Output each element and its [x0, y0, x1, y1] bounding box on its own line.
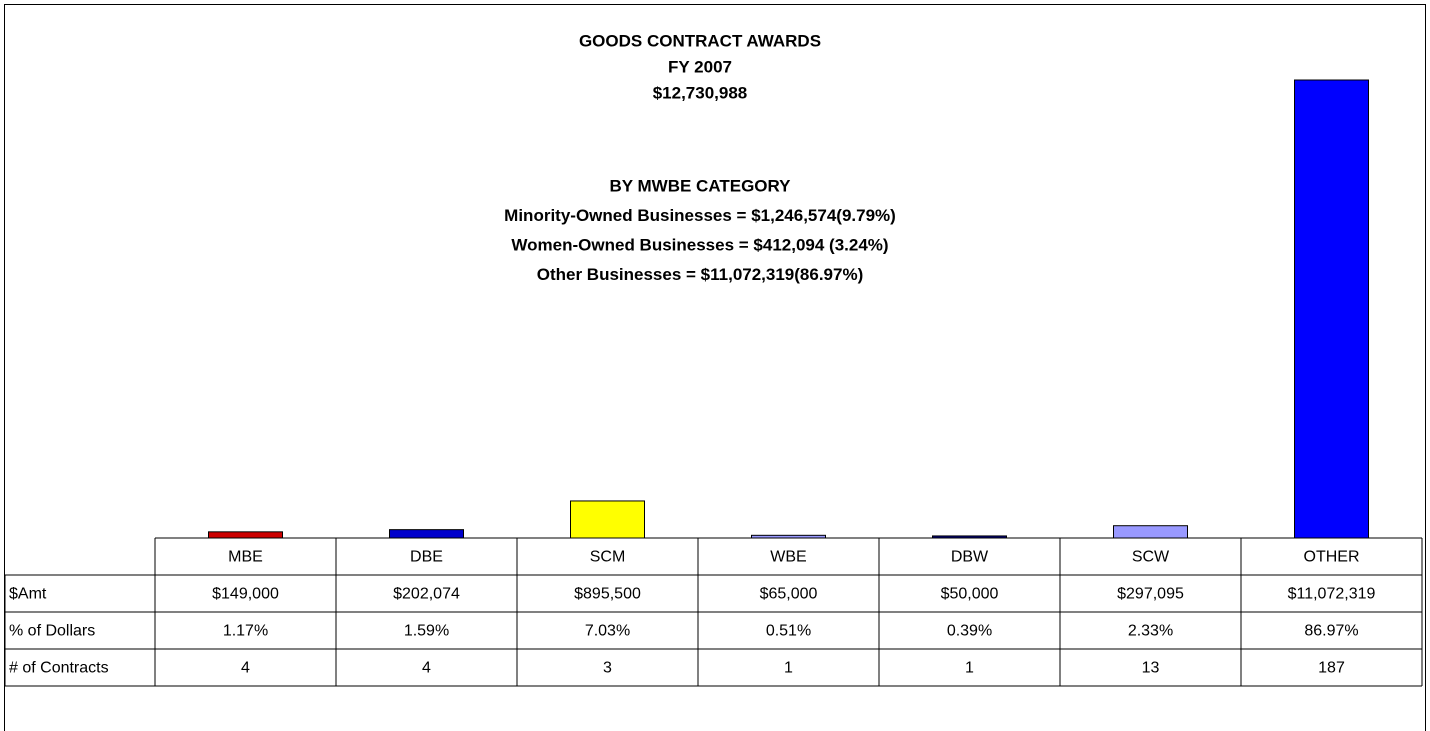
table-cell: $202,074: [393, 586, 460, 603]
table-cell: 1.59%: [404, 623, 449, 640]
table-cell: 0.51%: [766, 623, 811, 640]
row-label: $Amt: [9, 586, 47, 603]
table-cell: 1: [965, 660, 974, 677]
table-cell: 4: [422, 660, 431, 677]
table-cell: $50,000: [941, 586, 999, 603]
chart-title: FY 2007: [668, 57, 732, 76]
table-cell: 1: [784, 660, 793, 677]
category-label: DBE: [410, 549, 443, 566]
category-label: SCW: [1132, 549, 1170, 566]
row-label: # of Contracts: [9, 660, 109, 677]
category-label: MBE: [228, 549, 263, 566]
table-cell: $895,500: [574, 586, 641, 603]
table-cell: $11,072,319: [1288, 586, 1376, 603]
category-label: WBE: [770, 549, 806, 566]
table-cell: 0.39%: [947, 623, 992, 640]
chart-subtitle: Women-Owned Businesses = $412,094 (3.24%…: [511, 235, 888, 254]
table-cell: 4: [241, 660, 250, 677]
bar: [1294, 79, 1369, 539]
table-cell: $65,000: [760, 586, 818, 603]
bar: [389, 529, 464, 539]
table-cell: $297,095: [1117, 586, 1184, 603]
table-cell: $149,000: [212, 586, 279, 603]
table-cell: 7.03%: [585, 623, 630, 640]
chart-subtitle: BY MWBE CATEGORY: [609, 176, 791, 195]
bar: [570, 500, 645, 539]
chart-subtitle: Minority-Owned Businesses = $1,246,574(9…: [504, 206, 896, 225]
chart-title: GOODS CONTRACT AWARDS: [579, 31, 821, 50]
table-cell: 86.97%: [1304, 623, 1358, 640]
bar: [1113, 525, 1188, 539]
table-cell: 3: [603, 660, 612, 677]
chart-title: $12,730,988: [653, 83, 748, 102]
table-cell: 187: [1318, 660, 1345, 677]
table-cell: 1.17%: [223, 623, 268, 640]
table-cell: 2.33%: [1128, 623, 1173, 640]
chart-border: [4, 4, 1426, 731]
bar: [208, 531, 283, 539]
category-label: SCM: [590, 549, 626, 566]
category-label: DBW: [951, 549, 989, 566]
category-label: OTHER: [1304, 549, 1360, 566]
chart-subtitle: Other Businesses = $11,072,319(86.97%): [537, 265, 864, 284]
row-label: % of Dollars: [9, 623, 95, 640]
table-cell: 13: [1142, 660, 1160, 677]
